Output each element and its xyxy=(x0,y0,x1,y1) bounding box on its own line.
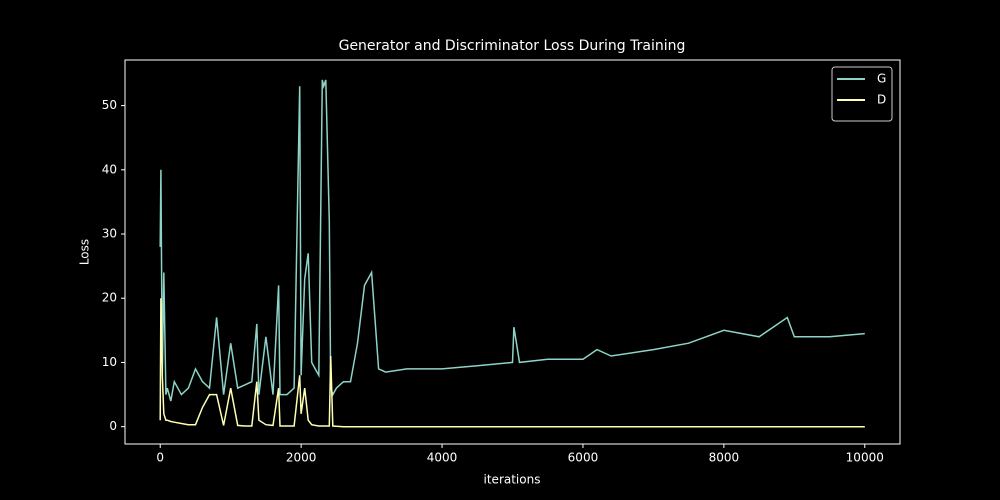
x-tick-label: 6000 xyxy=(568,451,599,465)
y-tick-label: 20 xyxy=(102,291,117,305)
line-series xyxy=(159,298,865,428)
line-series xyxy=(159,79,865,402)
y-tick-label: 40 xyxy=(102,162,117,176)
x-tick-label: 8000 xyxy=(709,451,740,465)
chart-title: Generator and Discriminator Loss During … xyxy=(339,38,686,54)
x-tick-label: 0 xyxy=(156,451,164,465)
legend-label: D xyxy=(877,93,886,107)
legend-label: G xyxy=(877,72,886,86)
x-tick-label: 2000 xyxy=(286,451,317,465)
plot-frame xyxy=(124,59,901,445)
y-tick-label: 30 xyxy=(102,227,117,241)
y-axis-label: Loss xyxy=(78,239,92,265)
x-tick-label: 10000 xyxy=(846,451,884,465)
y-tick-label: 0 xyxy=(109,419,117,433)
legend-box xyxy=(831,66,893,122)
x-axis-label: iterations xyxy=(484,473,541,487)
y-tick-label: 50 xyxy=(102,98,117,112)
x-tick-label: 4000 xyxy=(427,451,458,465)
y-tick-label: 10 xyxy=(102,355,117,369)
